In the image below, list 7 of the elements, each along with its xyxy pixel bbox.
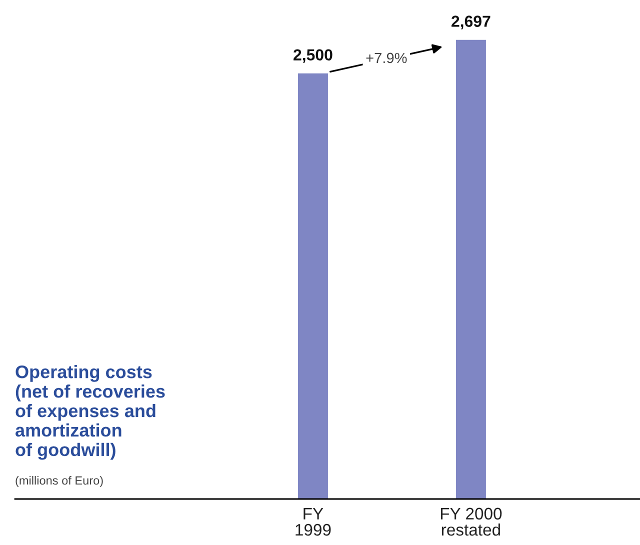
text: Operating costs (net of recoveries of expenses and amortization of goodwill) — [16, 365, 165, 460]
data-label: 2,697 — [452, 16, 490, 30]
x-tick-label: FY 2000 restated — [440, 508, 502, 536]
data-label: 2,500 — [294, 49, 332, 63]
x-tick-label: FY 1999 — [296, 508, 331, 536]
annotation: +7.9% — [366, 52, 407, 64]
text: (millions of Euro) — [16, 476, 103, 487]
